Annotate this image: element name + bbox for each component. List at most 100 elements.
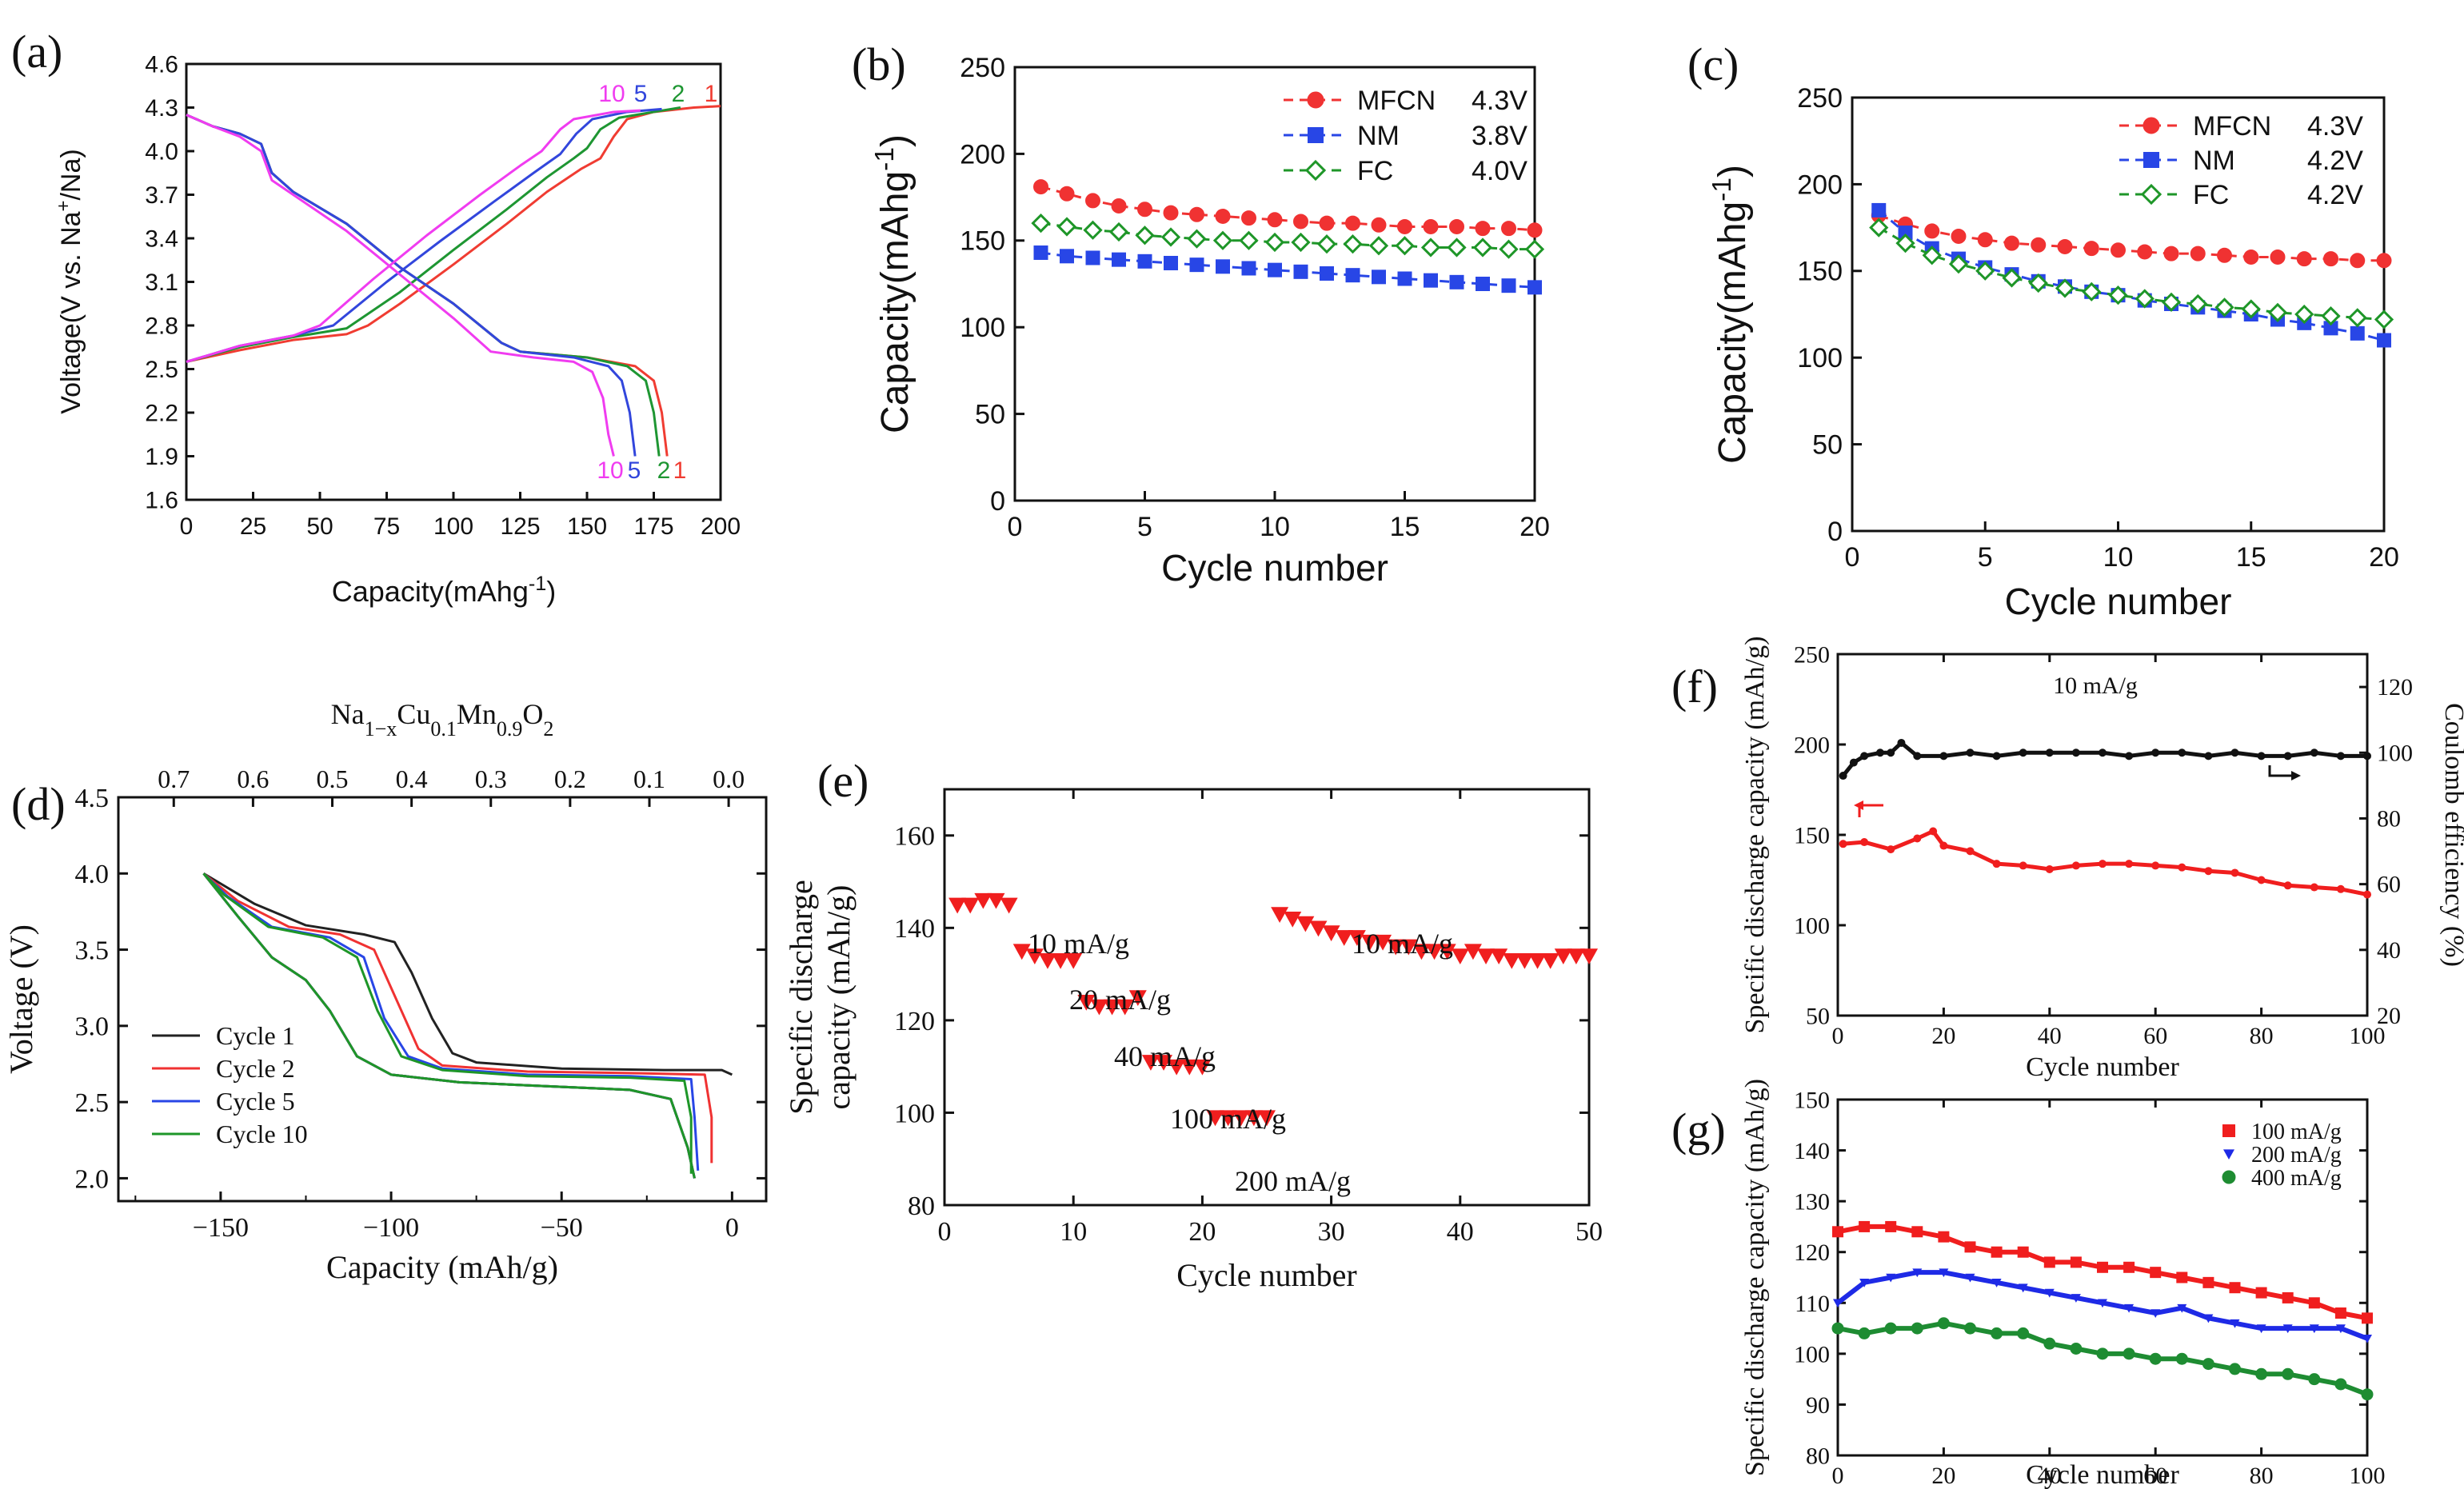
y-tick-label: 120 (894, 1007, 935, 1036)
x-tick-label: 150 (567, 513, 607, 540)
data-point-NM (1137, 253, 1152, 269)
discharge-curve (202, 872, 696, 1179)
legend-label: NM (2193, 146, 2235, 176)
x-tick-label: 0 (725, 1213, 739, 1243)
data-point-NM (1241, 261, 1256, 276)
data-point (2283, 752, 2292, 760)
data-point (1991, 1246, 2003, 1258)
data-point (2362, 1334, 2372, 1343)
data-point (1503, 952, 1521, 969)
data-point (948, 897, 967, 914)
charge-curve (202, 872, 713, 1164)
y-tick-label: 150 (1794, 1088, 1830, 1114)
y-tick-label: 200 (1797, 170, 1843, 200)
data-point (1913, 752, 1922, 760)
x-tick-label: 5 (1137, 512, 1152, 542)
data-point (1832, 1226, 1843, 1238)
x-tick-label: −100 (363, 1213, 419, 1243)
data-point-MFCN (2137, 244, 2153, 260)
panel-f: (f) 0 20 40 60 80 100 50 100 150 200 250 20 40 60 80 100… (1671, 637, 2464, 1082)
x-tick-label: −150 (193, 1213, 249, 1243)
data-point-FC (2135, 289, 2155, 309)
charge-end-label: 1 (705, 81, 718, 107)
y-tick-label: 250 (1797, 83, 1843, 114)
panel-g: (g) 0 20 40 60 80 100 80 90 100 110 120 130 140 150 100… (1671, 1079, 2386, 1489)
data-point (1965, 1273, 1975, 1283)
series-trace (1843, 828, 2368, 897)
top-x-tick-label: 0.5 (317, 764, 349, 793)
x-axis-title: Cycle number (2026, 1460, 2179, 1489)
rate-label: 10 mA/g (1352, 928, 1453, 960)
charge-curve (202, 872, 693, 1174)
y-tick-label: 250 (960, 53, 1005, 83)
series-5 (186, 107, 662, 457)
x-tick-label: 10 (2103, 542, 2134, 573)
legend-voltage: 4.2V (2307, 180, 2363, 210)
data-point (1554, 948, 1572, 964)
x-axis-title: Capacity(mAhg-1) (332, 573, 557, 608)
y-tick-label: 4.6 (145, 52, 178, 78)
y-tick-label: 120 (1794, 1240, 1830, 1266)
data-point-MFCN (1951, 228, 1967, 244)
legend-label: Cycle 1 (216, 1021, 295, 1050)
data-point (2363, 752, 2371, 760)
data-point (1991, 1279, 2002, 1287)
data-point (1859, 1279, 1870, 1287)
x-tick-label: 20 (1931, 1023, 1955, 1049)
x-axis-title: Cycle number (1176, 1257, 1357, 1293)
data-point (1038, 952, 1056, 969)
data-point-FC (1316, 234, 1337, 254)
legend-marker (2222, 1124, 2235, 1137)
data-point-FC (1239, 230, 1259, 250)
y-tick-label: 80 (1806, 1443, 1830, 1470)
series-capacity (1839, 827, 2371, 899)
x-tick-label: 20 (2369, 542, 2399, 573)
data-point (1180, 1059, 1199, 1076)
data-point-MFCN (2111, 242, 2126, 258)
data-point-NM (1501, 278, 1516, 293)
x-tick-label: 80 (2250, 1023, 2274, 1049)
legend-marker (2222, 1170, 2236, 1184)
top-x-tick-label: 0.7 (158, 764, 190, 793)
data-point (2361, 1388, 2374, 1401)
data-point-MFCN (2376, 253, 2392, 269)
panel-label: (d) (11, 778, 66, 830)
data-point-FC (1975, 261, 1995, 281)
series-MFCN (1871, 207, 2392, 269)
top-x-tick-label: 0.6 (237, 764, 269, 793)
legend-item: Cycle 5 (152, 1087, 295, 1116)
legend-label: MFCN (1357, 86, 1436, 116)
data-point (1193, 1059, 1212, 1076)
data-point-FC (2214, 297, 2234, 317)
data-point-FC (1420, 238, 1441, 257)
data-point-NM (1345, 268, 1360, 283)
charge-end-label: 2 (672, 81, 685, 107)
y-tick-label: 50 (975, 400, 1005, 430)
x-tick-label: 20 (1520, 512, 1550, 542)
data-point (1090, 999, 1108, 1016)
data-point (2123, 1347, 2135, 1360)
x-tick-label: 125 (500, 513, 540, 540)
data-point-FC (1869, 218, 1889, 238)
discharge-curve-10 (186, 114, 615, 457)
data-point (1939, 1268, 1949, 1278)
rate-label: 20 mA/g (1069, 984, 1171, 1016)
data-point (1939, 752, 1948, 760)
data-point-FC (2294, 304, 2314, 325)
data-point (1833, 1299, 1843, 1308)
y-tick-label: 100 (960, 313, 1005, 343)
data-point (1911, 1226, 1923, 1238)
top-x-tick-label: 0.0 (713, 764, 745, 793)
rate-label: 10 mA/g (1028, 928, 1129, 960)
y-axis-title: Capacity(mAhg-1) (1707, 165, 1755, 464)
x-tick-label: 0 (1008, 512, 1023, 542)
right-axis-arrowhead (2291, 771, 2301, 780)
plot-frame (117, 796, 768, 1203)
y-tick-label: 160 (894, 822, 935, 852)
y-tick-label: 1.9 (145, 444, 178, 470)
y-tick-label: 3.4 (145, 226, 178, 253)
discharge-end-label: 1 (673, 457, 687, 484)
data-point (2151, 861, 2160, 870)
data-point (2098, 1299, 2107, 1308)
